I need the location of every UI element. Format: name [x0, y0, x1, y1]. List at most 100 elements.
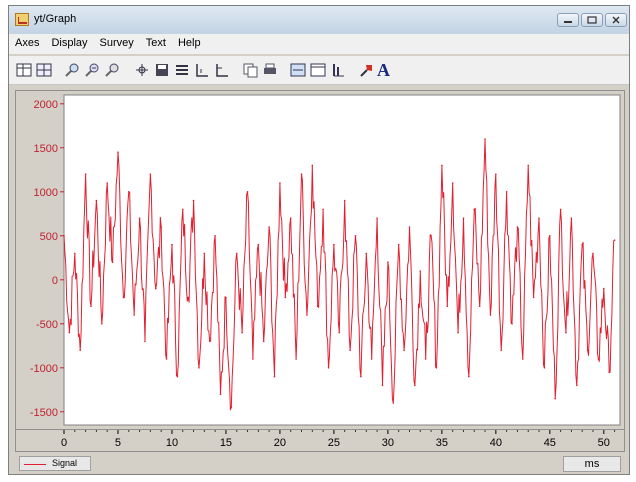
series-signal-point: [208, 340, 211, 343]
series-signal-point: [468, 375, 470, 378]
series-signal-point: [111, 261, 114, 263]
series-signal-point: [95, 199, 98, 202]
series-signal-point: [63, 235, 65, 237]
series-signal-point: [354, 235, 357, 237]
menu-text[interactable]: Text: [145, 37, 166, 49]
series-signal-point: [408, 226, 411, 228]
series-signal-point: [306, 314, 308, 316]
paint-icon: [360, 65, 372, 77]
menu-help[interactable]: Help: [177, 37, 201, 49]
x-axis: 0 5 10 15 20 25 30 35 40 45 50: [61, 430, 616, 449]
print-button[interactable]: [261, 61, 279, 79]
series-signal-point: [527, 164, 530, 167]
zoom-out-button[interactable]: [103, 61, 121, 79]
x-tick-label: 30: [382, 437, 394, 449]
save-button[interactable]: [153, 61, 171, 79]
y-tick-label: 2000: [34, 99, 58, 111]
table-icon: [16, 63, 32, 77]
crosshair-button[interactable]: [133, 61, 151, 79]
series-signal-point: [495, 173, 497, 175]
title-bar[interactable]: yt/Graph: [9, 6, 629, 34]
series-signal-point: [160, 226, 162, 228]
series-signal-point: [127, 191, 130, 193]
x-units-field: ms: [563, 456, 621, 472]
close-icon: [612, 16, 620, 24]
series-signal-point: [268, 226, 270, 228]
grid-button[interactable]: [35, 61, 53, 79]
status-bar: Signal ms: [15, 454, 625, 474]
series-signal-point: [478, 305, 481, 307]
series-signal-point: [262, 340, 265, 343]
series-signal-point: [100, 323, 103, 325]
series-signal-point: [235, 252, 238, 255]
series-signal-point: [554, 397, 557, 400]
series-signal-point: [246, 191, 249, 193]
x-tick-label: 0: [61, 437, 67, 449]
series-signal-point: [279, 182, 281, 184]
series-signal-point: [214, 235, 216, 237]
legend-label: Signal: [52, 458, 78, 468]
signal-chart[interactable]: 2000 1500 1000 500 0 -500 -1000 -1500: [16, 91, 624, 429]
y-tick-label: -1000: [30, 363, 58, 375]
x-tick-label: 15: [220, 437, 232, 449]
zoom-in-icon: [65, 63, 79, 77]
menu-axes[interactable]: Axes: [15, 37, 40, 49]
series-signal-point: [117, 151, 119, 153]
series-signal-point: [473, 208, 476, 211]
series-signal-point: [565, 331, 567, 334]
table-button[interactable]: [15, 61, 33, 79]
series-signal-point: [592, 252, 594, 255]
menu-display[interactable]: Display: [51, 37, 88, 49]
series-signal-point: [349, 349, 351, 352]
axes-alt-button[interactable]: [213, 61, 231, 79]
series-signal-point: [73, 252, 76, 255]
zoom-in-button[interactable]: [63, 61, 81, 79]
series-signal-point: [424, 358, 427, 360]
series-signal-point: [505, 191, 508, 193]
series-signal-point: [181, 208, 184, 211]
series-signal-point: [419, 270, 422, 272]
series-signal-point: [522, 358, 524, 360]
series-signal-point: [284, 296, 287, 299]
minimize-button[interactable]: [557, 13, 579, 27]
maximize-button[interactable]: [581, 13, 603, 27]
series-signal-point: [603, 287, 605, 290]
bar-button[interactable]: [329, 61, 347, 79]
axes-button[interactable]: [193, 61, 211, 79]
series-signal-point: [576, 384, 578, 387]
series-signal-point: [457, 331, 459, 334]
series-signal-point: [176, 375, 179, 378]
y-tick-label: 500: [40, 231, 58, 243]
series-signal-point: [203, 252, 206, 255]
frame-button[interactable]: [309, 61, 327, 79]
copy-button[interactable]: [241, 61, 259, 79]
minimize-icon: [564, 21, 572, 23]
font-button[interactable]: A: [377, 60, 390, 80]
series-signal-point: [446, 305, 449, 307]
bar-icon: [333, 64, 344, 77]
app-icon: [15, 13, 29, 26]
close-button[interactable]: [605, 13, 627, 27]
menu-survey[interactable]: Survey: [99, 37, 134, 49]
x-tick-label: 35: [436, 437, 448, 449]
series-signal-point: [165, 358, 168, 360]
paint-button[interactable]: [357, 61, 375, 79]
series-signal-point: [430, 235, 432, 237]
series-signal-point: [484, 138, 486, 140]
legend-box[interactable]: Signal: [19, 456, 91, 471]
series-signal-point: [597, 358, 600, 360]
series-signal-point: [90, 305, 92, 307]
panel-icon: [290, 63, 306, 77]
series-signal-point: [300, 173, 303, 175]
zoom-x-button[interactable]: [83, 61, 101, 79]
list-button[interactable]: [173, 61, 191, 79]
series-signal-point: [570, 217, 573, 219]
plot-area: [63, 94, 621, 426]
frame-icon: [310, 63, 326, 77]
x-tick-label: 40: [490, 437, 502, 449]
axes-icon: [196, 64, 208, 77]
series-signal-point: [613, 239, 616, 241]
series-signal-point: [79, 349, 81, 352]
series-signal-point: [441, 164, 443, 167]
panel-button[interactable]: [289, 61, 307, 79]
